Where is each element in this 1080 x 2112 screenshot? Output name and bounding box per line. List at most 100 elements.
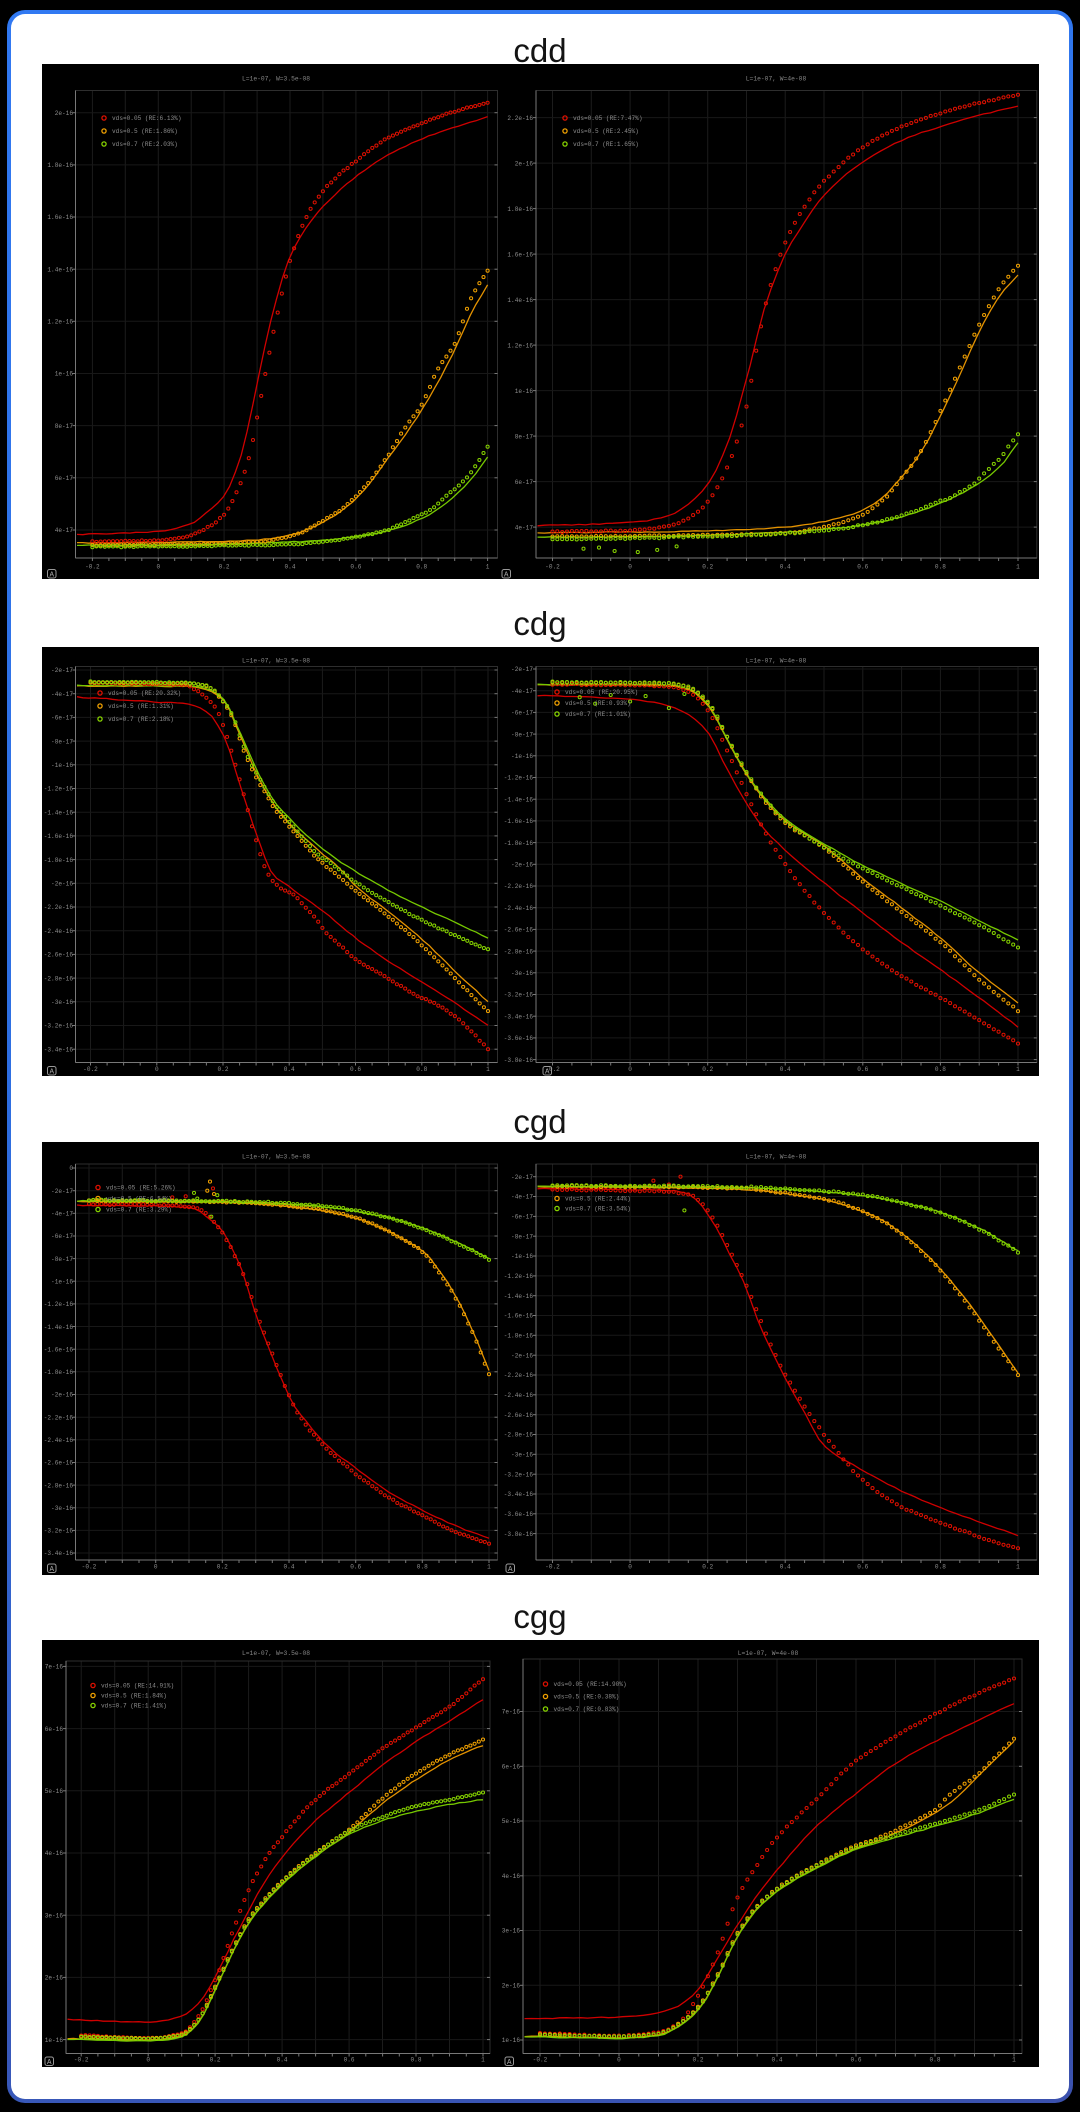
svg-text:1: 1	[486, 564, 490, 571]
svg-text:-2e-17: -2e-17	[51, 1188, 73, 1195]
svg-text:-1.4e-16: -1.4e-16	[504, 796, 534, 803]
svg-text:vds=0.05 (RE:5.26%): vds=0.05 (RE:5.26%)	[106, 1185, 175, 1192]
svg-text:-1.4e-16: -1.4e-16	[504, 1293, 534, 1300]
svg-text:1.4e-16: 1.4e-16	[507, 297, 533, 304]
svg-text:-3e-16: -3e-16	[511, 1452, 533, 1459]
svg-text:-8e-17: -8e-17	[511, 731, 533, 738]
svg-text:1e-16: 1e-16	[45, 2037, 64, 2044]
svg-text:A: A	[47, 2059, 52, 2067]
svg-text:0.6: 0.6	[857, 1066, 868, 1073]
svg-text:vds=0.5 (RE:1.84%): vds=0.5 (RE:1.84%)	[101, 1693, 167, 1700]
svg-text:-4e-17: -4e-17	[511, 688, 533, 695]
svg-text:6e-17: 6e-17	[515, 479, 534, 486]
svg-text:0.8: 0.8	[416, 1066, 427, 1073]
svg-text:-4e-17: -4e-17	[51, 1211, 73, 1218]
svg-text:6e-16: 6e-16	[502, 1764, 521, 1771]
svg-text:0.4: 0.4	[284, 1564, 295, 1571]
svg-text:1.2e-16: 1.2e-16	[47, 319, 73, 326]
svg-text:-2.6e-16: -2.6e-16	[504, 1412, 534, 1419]
svg-text:-3.2e-16: -3.2e-16	[504, 1471, 534, 1478]
svg-text:-0.2: -0.2	[74, 2057, 89, 2064]
svg-text:-2.6e-16: -2.6e-16	[44, 1460, 74, 1467]
svg-text:-8e-17: -8e-17	[511, 1233, 533, 1240]
svg-text:vds=0.7 (RE:2.18%): vds=0.7 (RE:2.18%)	[108, 716, 174, 723]
svg-text:vds=0.5 (RE:1.31%): vds=0.5 (RE:1.31%)	[108, 703, 174, 710]
svg-text:6e-17: 6e-17	[55, 475, 74, 482]
svg-text:A: A	[507, 2059, 512, 2067]
svg-text:L=1e-07, W=3.5e-08: L=1e-07, W=3.5e-08	[242, 76, 310, 83]
svg-text:0: 0	[628, 564, 632, 571]
svg-text:vds=0.7 (RE:3.54%): vds=0.7 (RE:3.54%)	[565, 1206, 631, 1213]
svg-text:-0.2: -0.2	[545, 1066, 560, 1073]
svg-text:-2e-17: -2e-17	[511, 1174, 533, 1181]
svg-text:-1.6e-16: -1.6e-16	[44, 833, 74, 840]
svg-text:vds=0.05 (RE:14.90%): vds=0.05 (RE:14.90%)	[554, 1681, 627, 1688]
svg-text:1: 1	[1016, 1066, 1020, 1073]
svg-text:-1.4e-16: -1.4e-16	[44, 809, 74, 816]
svg-text:-1e-16: -1e-16	[511, 1253, 533, 1260]
svg-text:0.8: 0.8	[417, 1564, 428, 1571]
svg-text:0.2: 0.2	[219, 564, 230, 571]
svg-text:-1e-16: -1e-16	[51, 762, 73, 769]
svg-text:1: 1	[1012, 2057, 1016, 2064]
svg-text:1: 1	[1016, 564, 1020, 571]
svg-text:0.6: 0.6	[350, 564, 361, 571]
svg-text:-1.8e-16: -1.8e-16	[44, 857, 74, 864]
svg-text:0.8: 0.8	[930, 2057, 941, 2064]
svg-text:-2.2e-16: -2.2e-16	[504, 1372, 534, 1379]
svg-text:-2.2e-16: -2.2e-16	[44, 1414, 74, 1421]
svg-text:vds=0.5 (RE:6.54%): vds=0.5 (RE:6.54%)	[106, 1196, 172, 1203]
svg-text:-1.2e-16: -1.2e-16	[504, 775, 534, 782]
svg-text:-2.4e-16: -2.4e-16	[504, 905, 534, 912]
svg-text:-3e-16: -3e-16	[51, 999, 73, 1006]
svg-text:0.8: 0.8	[935, 1066, 946, 1073]
svg-text:1: 1	[1016, 1564, 1020, 1571]
svg-text:-3.4e-16: -3.4e-16	[44, 1550, 74, 1557]
svg-text:-2.6e-16: -2.6e-16	[44, 952, 74, 959]
svg-text:-3.4e-16: -3.4e-16	[504, 1491, 534, 1498]
svg-text:0.4: 0.4	[780, 1564, 791, 1571]
svg-text:-3.6e-16: -3.6e-16	[504, 1511, 534, 1518]
svg-text:vds=0.7 (RE:3.29%): vds=0.7 (RE:3.29%)	[106, 1207, 172, 1214]
svg-text:-3.2e-16: -3.2e-16	[44, 1528, 74, 1535]
svg-text:L=1e-07, W=4e-08: L=1e-07, W=4e-08	[746, 658, 807, 665]
svg-text:-0.2: -0.2	[85, 564, 100, 571]
svg-text:-2.4e-16: -2.4e-16	[44, 1437, 74, 1444]
svg-text:-3.8e-16: -3.8e-16	[504, 1531, 534, 1538]
svg-text:0: 0	[154, 1564, 158, 1571]
svg-text:-2.2e-16: -2.2e-16	[504, 883, 534, 890]
svg-text:-2.8e-16: -2.8e-16	[44, 975, 74, 982]
svg-text:vds=0.5 (RE:2.45%): vds=0.5 (RE:2.45%)	[573, 128, 639, 135]
svg-text:-3.4e-16: -3.4e-16	[44, 1046, 74, 1053]
svg-text:-8e-17: -8e-17	[51, 1256, 73, 1263]
svg-text:-4e-17: -4e-17	[511, 1194, 533, 1201]
svg-text:0.8: 0.8	[416, 564, 427, 571]
svg-text:vds=0.05 (RE:7.47%): vds=0.05 (RE:7.47%)	[573, 115, 642, 122]
svg-text:L=1e-07, W=4e-08: L=1e-07, W=4e-08	[746, 76, 807, 83]
svg-text:1e-16: 1e-16	[502, 2037, 521, 2044]
svg-text:-0.2: -0.2	[533, 2057, 548, 2064]
svg-text:3e-16: 3e-16	[502, 1928, 521, 1935]
svg-text:vds=0.7 (RE:0.83%): vds=0.7 (RE:0.83%)	[554, 1706, 620, 1713]
svg-text:1e-16: 1e-16	[515, 388, 534, 395]
svg-text:1: 1	[487, 1564, 491, 1571]
svg-text:L=1e-07, W=3.5e-08: L=1e-07, W=3.5e-08	[242, 1154, 310, 1161]
svg-text:8e-17: 8e-17	[55, 423, 74, 430]
svg-text:4e-16: 4e-16	[502, 1873, 521, 1880]
svg-text:-2.4e-16: -2.4e-16	[44, 928, 74, 935]
svg-text:vds=0.7 (RE:2.03%): vds=0.7 (RE:2.03%)	[112, 141, 178, 148]
svg-text:-1.6e-16: -1.6e-16	[44, 1346, 74, 1353]
svg-text:vds=0.5 (RE:0.93%): vds=0.5 (RE:0.93%)	[565, 700, 631, 707]
svg-text:-2.6e-16: -2.6e-16	[504, 927, 534, 934]
svg-text:0.6: 0.6	[350, 1564, 361, 1571]
svg-text:1.6e-16: 1.6e-16	[507, 251, 533, 258]
svg-text:0.4: 0.4	[277, 2057, 288, 2064]
svg-text:A: A	[508, 1566, 513, 1574]
svg-text:L=1e-07, W=3.5e-08: L=1e-07, W=3.5e-08	[242, 658, 310, 665]
svg-text:-1.6e-16: -1.6e-16	[504, 1313, 534, 1320]
svg-text:1.2e-16: 1.2e-16	[507, 342, 533, 349]
svg-text:A: A	[49, 572, 54, 580]
svg-text:-2.8e-16: -2.8e-16	[504, 1432, 534, 1439]
svg-text:-0.2: -0.2	[82, 1564, 97, 1571]
svg-text:1.4e-16: 1.4e-16	[47, 266, 73, 273]
